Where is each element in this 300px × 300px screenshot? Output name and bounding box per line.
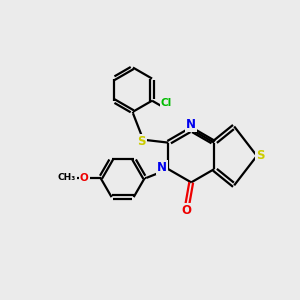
- Text: O: O: [182, 204, 192, 217]
- Text: S: S: [256, 149, 265, 162]
- Text: S: S: [137, 135, 146, 148]
- Text: Cl: Cl: [161, 98, 172, 108]
- Text: N: N: [157, 161, 167, 174]
- Text: O: O: [80, 173, 89, 183]
- Text: N: N: [186, 118, 196, 131]
- Text: CH₃: CH₃: [58, 173, 76, 182]
